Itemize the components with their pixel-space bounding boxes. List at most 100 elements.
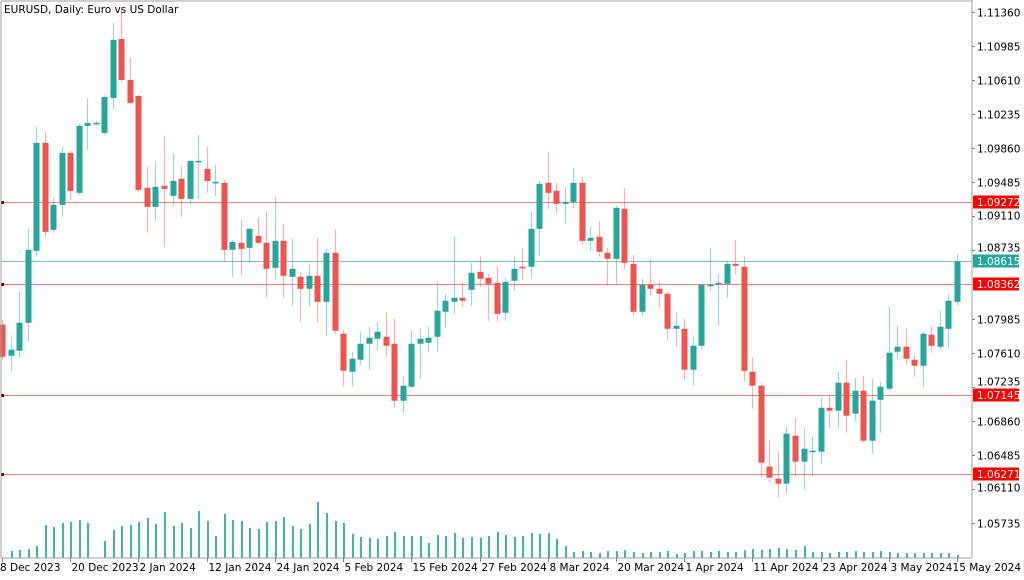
- candle-body: [170, 180, 177, 196]
- volume-bar: [155, 524, 157, 558]
- candle-body: [741, 266, 748, 371]
- candle-body: [451, 297, 458, 302]
- volume-bar: [607, 551, 609, 558]
- candle: [698, 283, 705, 350]
- time-axis[interactable]: 8 Dec 2023 20 Dec 2023 2 Jan 2024 12 Jan 20…: [0, 558, 1021, 574]
- candle-body: [494, 282, 501, 314]
- candle: [835, 371, 842, 428]
- candle: [681, 318, 688, 380]
- candle: [306, 264, 313, 307]
- candle: [792, 417, 799, 477]
- volume-bar: [130, 525, 132, 558]
- candle-body: [570, 182, 577, 202]
- candle-body: [238, 242, 245, 249]
- volume-bar: [590, 552, 592, 558]
- candle: [33, 126, 40, 257]
- volume-bar: [795, 550, 797, 558]
- volume-bar: [710, 552, 712, 558]
- candle-body: [903, 346, 910, 359]
- candle-body: [0, 324, 6, 357]
- volume-bar: [215, 536, 217, 558]
- candle-body: [366, 337, 373, 344]
- candle: [366, 326, 373, 370]
- volume-bar: [352, 534, 354, 558]
- candle: [127, 57, 134, 104]
- candle: [118, 10, 125, 82]
- volume-bar: [445, 536, 447, 558]
- level-anchor-marker[interactable]: [1, 283, 4, 286]
- volume-bar: [804, 546, 806, 558]
- volume-bar: [812, 552, 814, 558]
- candle: [928, 325, 935, 353]
- volume-bar: [684, 553, 686, 558]
- volume-bar: [573, 552, 575, 558]
- candle-body: [852, 390, 859, 414]
- candle-body: [656, 288, 663, 294]
- candle-body: [485, 277, 492, 284]
- time-tick-label: 23 Apr 2024: [823, 562, 888, 574]
- candle-body: [937, 326, 944, 347]
- time-tick-label: 11 Apr 2024: [754, 562, 819, 574]
- volume-bar: [326, 513, 328, 558]
- volume-bar: [505, 535, 507, 558]
- level-anchor-marker[interactable]: [1, 473, 4, 476]
- volume-bar: [880, 551, 882, 558]
- volume-bar: [940, 553, 942, 558]
- volume-bar: [437, 535, 439, 558]
- candle-body: [613, 207, 620, 259]
- volume-bar: [642, 553, 644, 558]
- candle: [451, 236, 458, 314]
- volume-bar: [283, 517, 285, 558]
- price-tick-label: 1.10985: [977, 42, 1020, 54]
- volume-bar: [906, 553, 908, 558]
- level-price-label-text: 1.07145: [977, 390, 1020, 402]
- time-tick-label: 20 Mar 2024: [618, 562, 685, 574]
- candle: [877, 381, 884, 433]
- candle-body: [519, 266, 526, 269]
- candle-body: [775, 478, 782, 484]
- volume-bar: [454, 533, 456, 558]
- candle: [869, 378, 876, 454]
- candle-body: [417, 338, 424, 344]
- level-anchor-marker[interactable]: [1, 394, 4, 397]
- candle-body: [263, 242, 270, 269]
- price-axis[interactable]: 1.11360 1.10985 1.10610 1.10235 1.09860 1.094…: [972, 8, 1020, 531]
- time-tick-label: 8 Mar 2024: [550, 562, 610, 574]
- candle-body: [391, 343, 398, 401]
- candle: [110, 22, 117, 109]
- candle: [741, 256, 748, 382]
- volume-bar: [761, 550, 763, 558]
- candle-body: [536, 183, 543, 229]
- candle-body: [869, 400, 876, 441]
- candle: [408, 330, 415, 388]
- candle-body: [76, 125, 83, 193]
- candle: [775, 450, 782, 498]
- candle: [76, 123, 83, 195]
- volume-bar: [727, 552, 729, 558]
- candle-body: [758, 385, 765, 463]
- level-price-label-badge: [973, 195, 1019, 209]
- candle: [272, 196, 279, 279]
- volume-bar: [914, 553, 916, 558]
- candle-body: [383, 336, 390, 346]
- time-tick-label: 27 Feb 2024: [482, 562, 548, 574]
- volume-bar: [113, 530, 115, 558]
- time-tick-label: 15 May 2024: [953, 562, 1022, 574]
- candle-body: [229, 241, 236, 250]
- price-tick-label: 1.05735: [977, 519, 1020, 531]
- candle-body: [400, 385, 407, 401]
- candle: [144, 166, 151, 233]
- volume-bar: [488, 536, 490, 558]
- volume-bar: [582, 551, 584, 558]
- candle: [647, 258, 654, 296]
- level-anchor-marker[interactable]: [1, 201, 4, 204]
- candle: [579, 176, 586, 245]
- candle: [459, 281, 466, 307]
- level-price-label-text: 1.09272: [977, 197, 1020, 209]
- candle-body: [818, 407, 825, 452]
- candle: [570, 167, 577, 208]
- volume-bar: [889, 552, 891, 558]
- candle: [494, 266, 501, 322]
- candle: [485, 273, 492, 321]
